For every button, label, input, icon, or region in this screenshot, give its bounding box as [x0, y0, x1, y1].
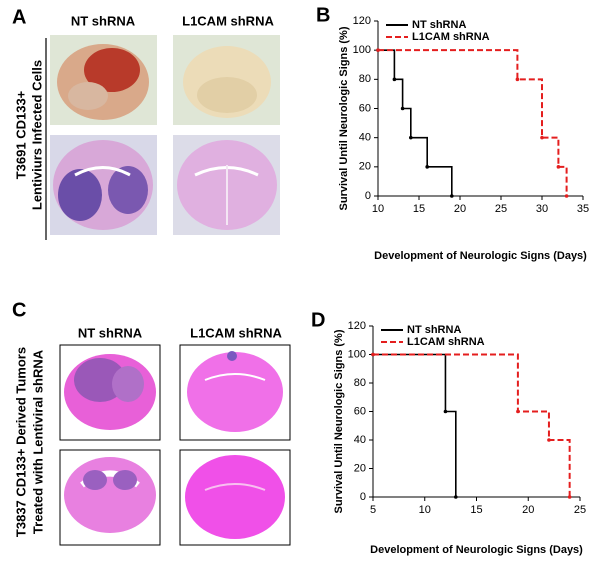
event-point	[564, 194, 569, 198]
legend-label: NT shRNA	[407, 324, 461, 336]
panel-letter: B	[316, 4, 330, 26]
brain-photo	[50, 35, 157, 125]
x-tick-label: 10	[419, 504, 431, 516]
legend-label: L1CAM shRNA	[412, 31, 490, 43]
histology	[59, 344, 161, 441]
column-label: NT shRNA	[78, 325, 143, 340]
event-point	[540, 135, 544, 140]
survival-line	[373, 353, 457, 497]
y-axis-title: Survival Until Neurologic Signs (%)	[338, 26, 350, 210]
y-tick-label: 40	[359, 132, 371, 144]
panel-letter: D	[311, 309, 325, 331]
y-tick-label: 0	[365, 190, 371, 202]
legend-label: NT shRNA	[412, 19, 466, 31]
event-point	[567, 495, 572, 499]
event-point	[409, 135, 413, 140]
row-label: T3837 CD133+ Derived Tumors	[13, 347, 28, 537]
event-point	[371, 352, 375, 357]
legend-label: L1CAM shRNA	[407, 336, 485, 348]
x-tick-label: 15	[413, 203, 425, 215]
y-tick-label: 100	[348, 348, 366, 360]
y-tick-label: 100	[353, 44, 371, 56]
panel-letter: C	[12, 299, 26, 321]
x-tick-label: 35	[577, 203, 589, 215]
y-tick-label: 120	[348, 320, 366, 332]
event-point	[547, 438, 551, 442]
event-point	[516, 409, 520, 414]
event-point	[454, 495, 458, 499]
x-tick-label: 10	[372, 203, 384, 215]
histology	[59, 449, 161, 546]
y-axis-title: Survival Until Neurologic Signs (%)	[333, 329, 345, 513]
y-tick-label: 80	[359, 73, 371, 85]
y-tick-label: 120	[353, 15, 371, 27]
x-axis-title: Development of Neurologic Signs (Days)	[370, 544, 583, 556]
column-label: L1CAM shRNA	[182, 13, 274, 28]
event-point	[515, 77, 520, 82]
x-tick-label: 20	[522, 504, 534, 516]
x-tick-label: 20	[454, 203, 466, 215]
column-label: L1CAM shRNA	[190, 325, 282, 340]
x-tick-label: 30	[536, 203, 548, 215]
x-tick-label: 25	[574, 504, 586, 516]
histology	[179, 449, 291, 546]
row-label: Lentiviurs Infected Cells	[29, 60, 44, 210]
x-tick-label: 15	[470, 504, 482, 516]
brain-photo	[173, 35, 280, 125]
event-point	[392, 77, 397, 82]
row-label: Treated with Lentiviral shRNA	[30, 349, 45, 534]
survival-line	[373, 353, 571, 497]
x-axis-title: Development of Neurologic Signs (Days)	[374, 250, 587, 262]
event-point	[400, 106, 405, 111]
event-point	[443, 409, 448, 414]
event-point	[376, 48, 380, 52]
histology	[179, 344, 291, 441]
y-tick-label: 20	[354, 462, 366, 474]
row-label: T3691 CD133+	[13, 90, 28, 179]
x-tick-label: 25	[495, 203, 507, 215]
y-tick-label: 0	[360, 491, 366, 503]
y-tick-label: 20	[359, 161, 371, 173]
y-tick-label: 40	[354, 434, 366, 446]
y-tick-label: 80	[354, 377, 366, 389]
event-point	[425, 165, 430, 169]
x-tick-label: 5	[370, 504, 376, 516]
panel-letter: A	[12, 6, 26, 28]
y-tick-label: 60	[359, 102, 371, 114]
survival-line	[378, 49, 568, 196]
survival-line	[378, 49, 453, 196]
column-label: NT shRNA	[71, 13, 136, 28]
event-point	[556, 165, 561, 169]
histology	[50, 135, 157, 235]
event-point	[450, 194, 454, 198]
y-tick-label: 60	[354, 405, 366, 417]
histology	[173, 135, 280, 235]
